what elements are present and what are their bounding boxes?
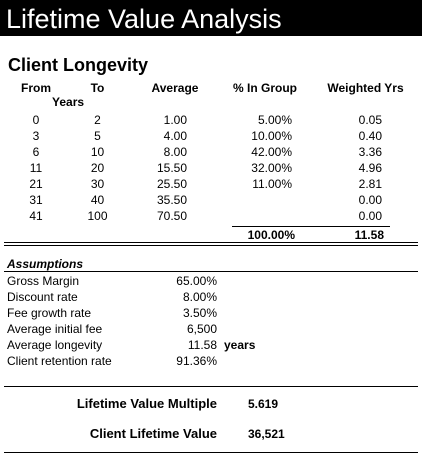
result-value: 5.619 <box>248 397 279 411</box>
cell-pct: 10.00% <box>251 129 292 143</box>
subheader: Years <box>52 95 85 109</box>
rule <box>4 245 418 246</box>
assumption-label: Average longevity <box>7 338 103 352</box>
cell-to: 40 <box>90 193 105 207</box>
header: From <box>21 81 51 95</box>
assumption-value: 65.00% <box>176 274 217 288</box>
rule <box>4 386 418 387</box>
cell-average: 70.50 <box>156 209 187 223</box>
cell-to: 30 <box>90 177 105 191</box>
total-weighted: 11.58 <box>354 228 384 242</box>
title: Lifetime Value Analysis <box>6 4 282 34</box>
cell-weighted: 4.96 <box>358 161 382 175</box>
result-label: Lifetime Value Multiple <box>76 396 217 411</box>
cell-average: 35.50 <box>156 193 187 207</box>
rule <box>232 226 390 227</box>
cell-from: 0 <box>32 113 40 127</box>
assumption-value: 3.50% <box>182 306 217 320</box>
cell-weighted: 0.00 <box>358 209 382 223</box>
cell-weighted: 0.40 <box>358 129 382 143</box>
total-pct: 100.00% <box>247 228 295 242</box>
rule <box>4 452 418 453</box>
cell-to: 100 <box>87 209 108 223</box>
cell-weighted: 0.00 <box>358 193 382 207</box>
assumption-label: Average initial fee <box>7 322 103 336</box>
cell-average: 15.50 <box>156 161 187 175</box>
assumption-label: Discount rate <box>7 290 78 304</box>
result-label: Client Lifetime Value <box>89 426 217 441</box>
cell-pct: 5.00% <box>257 113 292 127</box>
rule <box>4 271 418 272</box>
cell-from: 11 <box>29 161 43 175</box>
assumption-value: 8.00% <box>182 290 217 304</box>
cell-average: 4.00 <box>163 129 187 143</box>
cell-weighted: 0.05 <box>358 113 382 127</box>
cell-from: 31 <box>29 193 43 207</box>
assumption-label: Client retention rate <box>7 354 112 368</box>
cell-to: 2 <box>94 113 101 127</box>
cell-from: 41 <box>29 209 43 223</box>
cell-average: 1.00 <box>163 113 187 127</box>
cell-from: 3 <box>32 129 40 143</box>
header: To <box>90 81 105 95</box>
assumption-unit: years <box>224 338 256 352</box>
header: Weighted Yrs <box>327 81 404 95</box>
cell-weighted: 2.81 <box>358 177 382 191</box>
cell-to: 10 <box>90 145 105 159</box>
rule <box>4 242 418 243</box>
header: Average <box>151 81 199 95</box>
cell-from: 6 <box>32 145 40 159</box>
assumptions-title: Assumptions <box>7 257 84 271</box>
cell-pct: 32.00% <box>251 161 292 175</box>
cell-weighted: 3.36 <box>358 145 382 159</box>
cell-pct: 42.00% <box>251 145 292 159</box>
header: % In Group <box>233 81 297 95</box>
cell-to: 20 <box>90 161 105 175</box>
assumption-value: 91.36% <box>176 354 217 368</box>
cell-pct: 11.00% <box>252 177 292 191</box>
assumption-label: Gross Margin <box>7 274 80 288</box>
cell-average: 25.50 <box>156 177 187 191</box>
title-bar <box>0 0 422 36</box>
result-value: 36,521 <box>248 427 285 441</box>
assumption-value: 11.58 <box>187 338 217 352</box>
cell-to: 5 <box>94 129 101 143</box>
cell-average: 8.00 <box>163 145 187 159</box>
section-title: Client Longevity <box>8 55 149 75</box>
cell-from: 21 <box>29 177 43 191</box>
assumption-label: Fee growth rate <box>7 306 92 320</box>
assumption-value: 6,500 <box>186 322 217 336</box>
